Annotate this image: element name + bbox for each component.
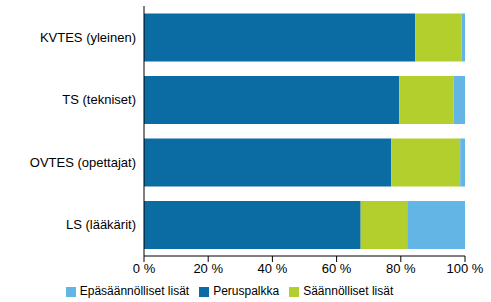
html-text:Epäsäännölliset lisät: Epäsäännölliset lisät: [79, 284, 190, 298]
svg-text:OVTES (opettajat): OVTES (opettajat): [30, 155, 136, 170]
html-text:Säännölliset lisät: Säännölliset lisät: [303, 284, 394, 298]
svg-text:60 %: 60 %: [322, 261, 352, 276]
svg-text:TS (tekniset): TS (tekniset): [62, 92, 136, 107]
svg-text:KVTES (yleinen): KVTES (yleinen): [40, 30, 136, 45]
svg-text:40 %: 40 %: [258, 261, 288, 276]
svg-text:20 %: 20 %: [193, 261, 223, 276]
html-text:Peruspalkka: Peruspalkka: [213, 284, 280, 298]
svg-text:80 %: 80 %: [386, 261, 416, 276]
svg-text:100 %: 100 %: [447, 261, 483, 276]
svg-text:0 %: 0 %: [133, 261, 156, 276]
svg-text:LS (lääkärit): LS (lääkärit): [66, 217, 136, 232]
